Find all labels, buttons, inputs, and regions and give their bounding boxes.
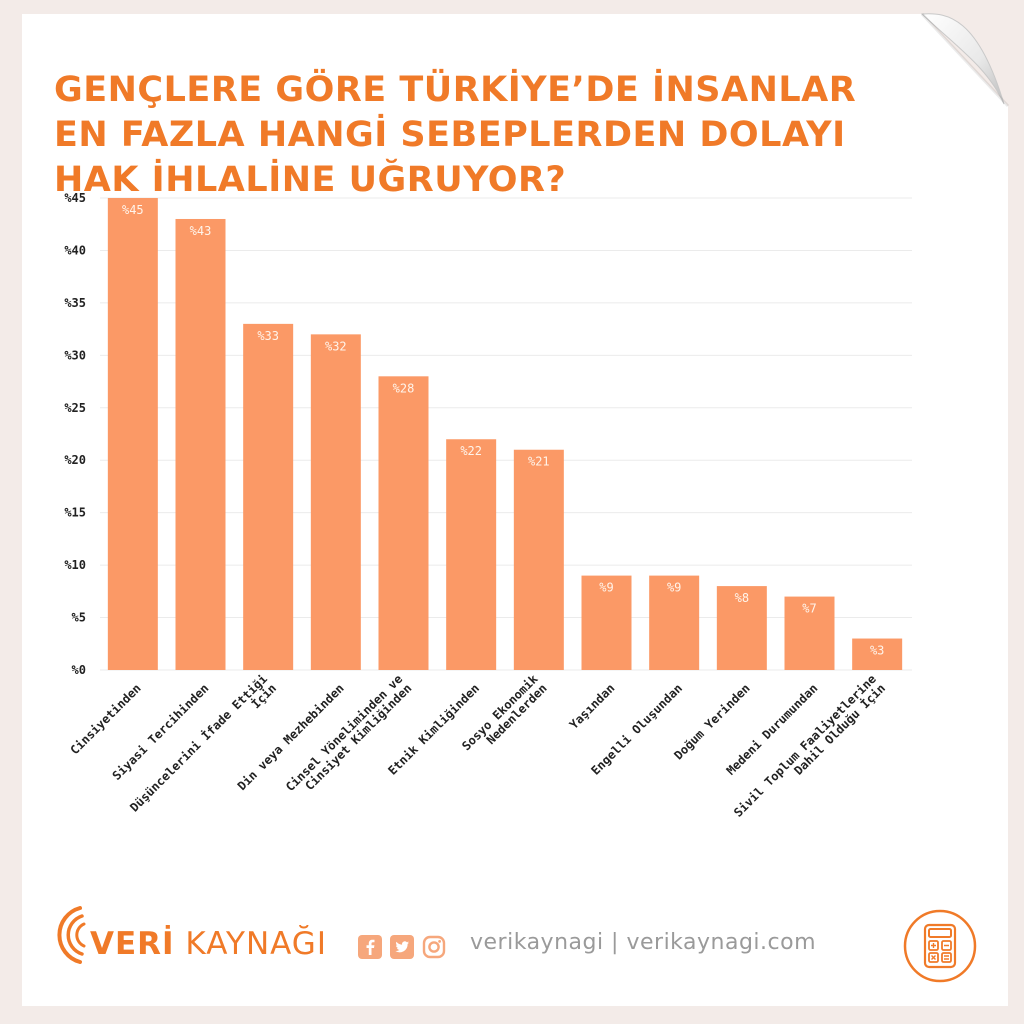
bar — [649, 575, 700, 670]
bar-value-label: %8 — [735, 591, 749, 605]
bar — [107, 198, 158, 670]
brand-rest: KAYNAĞI — [174, 926, 327, 962]
brand-bold: VERİ — [90, 926, 175, 962]
y-tick-label: %0 — [72, 663, 86, 677]
bar — [446, 439, 497, 670]
title-line-2: EN FAZLA HANGİ SEBEPLERDEN DOLAYI — [54, 115, 846, 155]
y-tick-label: %15 — [64, 506, 86, 520]
facebook-icon[interactable] — [357, 934, 383, 960]
y-tick-label: %30 — [64, 348, 86, 362]
calculator-icon — [903, 909, 977, 983]
bar-value-label: %32 — [325, 339, 347, 353]
bar-value-label: %3 — [870, 644, 884, 658]
bar-value-label: %9 — [599, 581, 613, 595]
y-tick-label: %10 — [64, 558, 86, 572]
y-tick-label: %20 — [64, 453, 86, 467]
brand-name: VERİ KAYNAĞI — [90, 926, 327, 962]
bar-value-label: %33 — [257, 329, 279, 343]
bar — [716, 586, 767, 670]
bar — [175, 218, 226, 670]
veri-kaynagi-logo-icon — [57, 906, 86, 964]
bar — [310, 334, 361, 670]
title-line-3: HAK İHLALİNE UĞRUYOR? — [54, 160, 567, 200]
bar — [378, 376, 429, 670]
bar-chart: %45 %43 %33 %32 %28 %22 %21 %9 %9 %8 %7 %3 %0 %5 %10%… — [64, 191, 912, 820]
bar-value-label: %22 — [460, 444, 482, 458]
bar — [581, 575, 632, 670]
y-tick-label: %45 — [64, 191, 86, 205]
x-tick-label-line: Cinsiyetinden — [67, 681, 143, 757]
x-tick-label: Yaşından — [567, 681, 618, 732]
y-tick-label: %35 — [64, 296, 86, 310]
y-tick-label: %40 — [64, 243, 86, 257]
x-tick-label: Cinsiyetinden — [67, 681, 143, 757]
title-line-1: GENÇLERE GÖRE TÜRKİYE’DE İNSANLAR — [54, 70, 857, 110]
chart-title: GENÇLERE GÖRE TÜRKİYE’DE İNSANLAR EN FAZ… — [54, 68, 874, 203]
website-handle[interactable]: verikaynagi | verikaynagi.com — [470, 930, 817, 955]
instagram-icon[interactable] — [421, 934, 447, 960]
y-tick-label: %5 — [72, 611, 86, 625]
bar — [243, 323, 294, 670]
x-tick-label-line: Yaşından — [567, 681, 618, 732]
bar-value-label: %9 — [667, 581, 681, 595]
bar-value-label: %28 — [393, 381, 415, 395]
bar — [513, 449, 564, 670]
twitter-icon[interactable] — [389, 934, 415, 960]
y-tick-label: %25 — [64, 401, 86, 415]
bar — [784, 596, 835, 670]
bar-value-label: %45 — [122, 203, 144, 217]
social-icons — [357, 934, 447, 960]
bar-value-label: %43 — [190, 224, 212, 238]
page-curl — [920, 12, 1010, 108]
bar-value-label: %21 — [528, 455, 550, 469]
bar-value-label: %7 — [802, 602, 816, 616]
bar — [852, 638, 903, 670]
